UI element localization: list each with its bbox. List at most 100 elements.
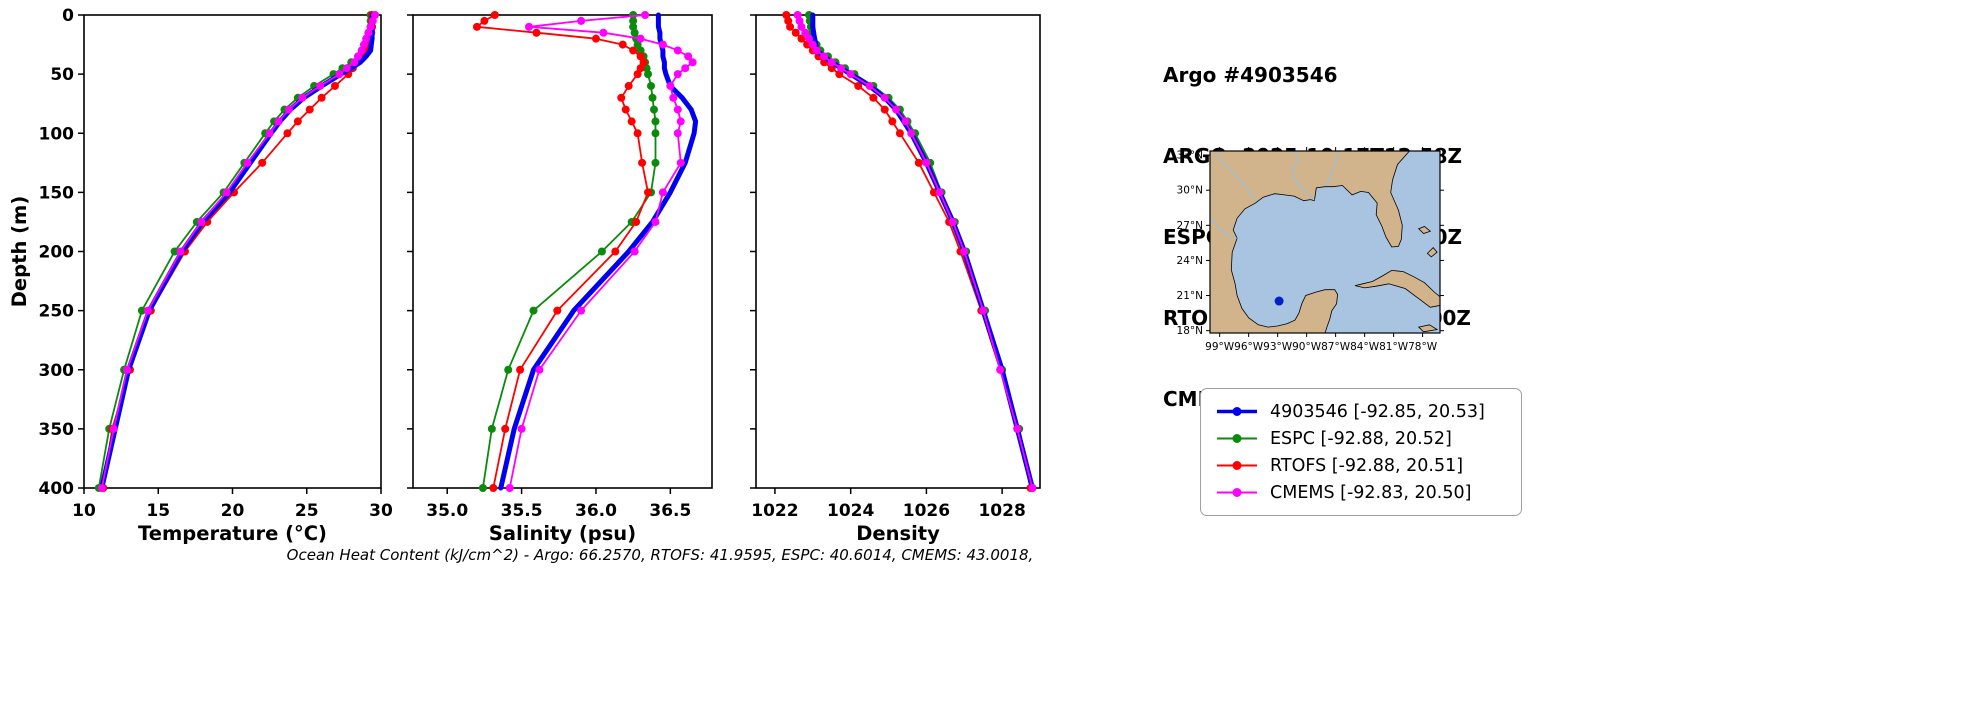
legend-item-argo: 4903546 [-92.85, 20.53] xyxy=(1215,398,1507,425)
x-axis-label: Density xyxy=(856,522,940,545)
series-marker-RTOFS xyxy=(895,129,904,138)
map-lat-label: 30°N xyxy=(1177,185,1203,197)
map-lat-label: 21°N xyxy=(1177,290,1203,302)
series-marker-CMEMS xyxy=(630,247,639,256)
series-marker-ESPC xyxy=(651,129,660,138)
series-marker-CMEMS xyxy=(197,217,206,226)
series-marker-CMEMS xyxy=(676,158,685,167)
map-lon-label: 78°W xyxy=(1408,341,1438,353)
series-marker-ESPC xyxy=(170,247,179,256)
series-marker-RTOFS xyxy=(929,188,938,197)
series-marker-CMEMS xyxy=(805,34,814,43)
series-marker-RTOFS xyxy=(627,117,636,126)
map-land xyxy=(1210,151,1440,333)
series-marker-ESPC xyxy=(504,365,513,374)
x-tick-label: 1026 xyxy=(903,501,950,521)
y-tick-label: 350 xyxy=(39,420,75,440)
map-lat-label: 24°N xyxy=(1177,255,1203,267)
series-marker-RTOFS xyxy=(472,22,481,31)
series-marker-CMEMS xyxy=(865,81,874,90)
series-marker-RTOFS xyxy=(854,81,863,90)
x-axis-label: Salinity (psu) xyxy=(489,522,636,545)
legend-line-marker-icon xyxy=(1217,434,1257,443)
series-marker-CMEMS xyxy=(827,58,836,67)
series-marker-CMEMS xyxy=(243,158,252,167)
series-marker-CMEMS xyxy=(525,22,534,31)
series-marker-ESPC xyxy=(487,424,496,433)
legend-label: CMEMS [-92.83, 20.50] xyxy=(1270,482,1472,503)
series-marker-CMEMS xyxy=(342,64,351,73)
float-title: Argo #4903546 xyxy=(1163,63,1338,87)
series-marker-CMEMS xyxy=(109,424,118,433)
series-marker-CMEMS xyxy=(960,247,969,256)
series-marker-RTOFS xyxy=(914,158,923,167)
series-marker-ESPC xyxy=(633,40,642,49)
series-marker-RTOFS xyxy=(489,484,498,492)
x-tick-label: 25 xyxy=(295,501,319,521)
series-marker-CMEMS xyxy=(316,81,325,90)
series-marker-ESPC xyxy=(647,81,656,90)
series-marker-RTOFS xyxy=(618,40,627,49)
series-marker-CMEMS xyxy=(666,81,675,90)
series-marker-CMEMS xyxy=(673,46,682,55)
series-marker-RTOFS xyxy=(636,64,645,73)
series-marker-CMEMS xyxy=(681,64,690,73)
series-marker-ESPC xyxy=(629,16,638,25)
series-marker-RTOFS xyxy=(611,247,620,256)
series-marker-CMEMS xyxy=(658,40,667,49)
series-marker-RTOFS xyxy=(880,105,889,114)
map-lon-label: 84°W xyxy=(1350,341,1380,353)
series-marker-RTOFS xyxy=(629,46,638,55)
series-marker-RTOFS xyxy=(869,93,878,102)
y-tick-label: 400 xyxy=(39,479,75,499)
series-marker-RTOFS xyxy=(639,58,648,67)
legend-item-cmems: CMEMS [-92.83, 20.50] xyxy=(1215,479,1507,506)
map-cuba xyxy=(1354,269,1440,308)
map-river xyxy=(1214,151,1256,203)
map-jamaica xyxy=(1417,324,1439,333)
series-marker-CMEMS xyxy=(517,424,526,433)
series-marker-CMEMS xyxy=(176,247,185,256)
series-line-ESPC xyxy=(808,14,1034,489)
map-bahamas xyxy=(1426,247,1438,258)
series-marker-RTOFS xyxy=(480,16,489,25)
series-line-ESPC xyxy=(97,14,372,489)
map-lon-label: 90°W xyxy=(1292,341,1322,353)
series-marker-CMEMS xyxy=(577,16,586,25)
y-tick-label: 100 xyxy=(39,124,75,144)
series-marker-CMEMS xyxy=(1013,424,1022,433)
legend-label: 4903546 [-92.85, 20.53] xyxy=(1270,401,1485,422)
legend-item-rtofs: RTOFS [-92.88, 20.51] xyxy=(1215,452,1507,479)
series-marker-CMEMS xyxy=(535,365,544,374)
series-marker-CMEMS xyxy=(892,105,901,114)
series-marker-CMEMS xyxy=(808,40,817,49)
y-axis-label: Depth (m) xyxy=(8,196,31,308)
legend-label: RTOFS [-92.88, 20.51] xyxy=(1270,455,1464,476)
x-tick-label: 20 xyxy=(221,501,245,521)
series-marker-CMEMS xyxy=(298,93,307,102)
map-river xyxy=(1210,215,1238,239)
series-marker-CMEMS xyxy=(123,365,132,374)
series-marker-CMEMS xyxy=(820,52,829,61)
series-marker-RTOFS xyxy=(317,93,326,102)
legend-item-espc: ESPC [-92.88, 20.52] xyxy=(1215,425,1507,452)
x-tick-label: 15 xyxy=(146,501,170,521)
map-bahamas xyxy=(1417,226,1432,234)
series-marker-CMEMS xyxy=(846,70,855,79)
x-tick-label: 36.0 xyxy=(575,501,617,521)
series-line-RTOFS xyxy=(476,14,649,489)
series-marker-ESPC xyxy=(478,484,487,492)
series-marker-RTOFS xyxy=(797,34,806,43)
series-marker-RTOFS xyxy=(283,129,292,138)
series-marker-ESPC xyxy=(137,306,146,315)
panel-density: 1022 1024 1026 1028 Density xyxy=(750,11,1041,545)
series-marker-ESPC xyxy=(651,158,660,167)
series-marker-CMEMS xyxy=(265,129,274,138)
legend-line-marker-icon xyxy=(1217,488,1257,497)
series-marker-RTOFS xyxy=(644,188,653,197)
map-river xyxy=(1291,151,1315,201)
series-marker-CMEMS xyxy=(651,217,660,226)
series-marker-RTOFS xyxy=(638,158,647,167)
series-marker-ESPC xyxy=(597,247,606,256)
series-marker-CMEMS xyxy=(335,70,344,79)
